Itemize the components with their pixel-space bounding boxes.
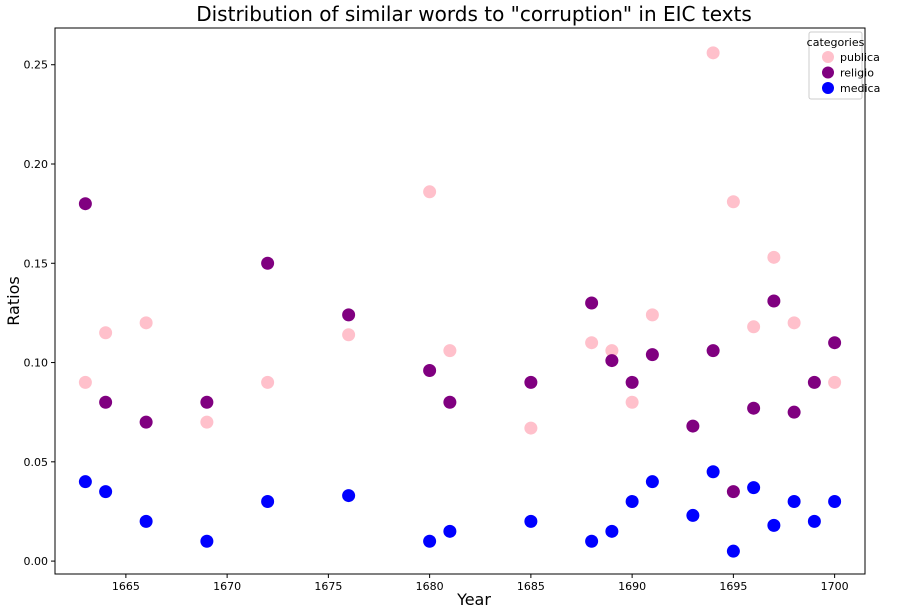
point-religio [807, 375, 821, 389]
point-medica [767, 518, 781, 532]
y-tick-label: 0.00 [24, 555, 49, 568]
point-publica [828, 375, 842, 389]
legend-marker-medica [822, 82, 834, 94]
y-tick-label: 0.10 [24, 357, 49, 370]
legend-label-publica: publica [840, 51, 880, 64]
point-publica [200, 415, 214, 429]
point-medica [625, 495, 639, 509]
point-medica [787, 495, 801, 509]
point-religio [139, 415, 153, 429]
legend-marker-religio [822, 66, 834, 79]
point-publica [605, 344, 619, 358]
plot-area [54, 27, 866, 575]
point-publica [423, 185, 437, 199]
point-medica [585, 534, 599, 548]
x-tick-label: 1680 [416, 580, 444, 593]
point-religio [726, 485, 740, 499]
legend-title: categories [807, 36, 865, 49]
chart-title: Distribution of similar words to "corrup… [196, 2, 752, 26]
point-medica [99, 485, 113, 499]
point-religio [423, 363, 437, 377]
x-tick-label: 1670 [213, 580, 241, 593]
point-medica [139, 514, 153, 528]
point-medica [342, 489, 356, 503]
point-religio [261, 256, 275, 270]
point-publica [342, 328, 356, 342]
legend-box [808, 31, 863, 100]
legend-marker-publica [822, 51, 834, 63]
point-publica [747, 320, 761, 334]
x-tick-label: 1675 [314, 580, 342, 593]
x-axis-ticks: 1665 1670 1675 1680 1685 1690 1695 1700 [112, 574, 849, 593]
point-medica [807, 514, 821, 528]
point-publica [261, 375, 275, 389]
point-religio [625, 375, 639, 389]
point-religio [99, 395, 113, 409]
x-tick-label: 1690 [618, 580, 646, 593]
x-tick-label: 1685 [517, 580, 545, 593]
y-axis-label: Ratios [4, 276, 23, 325]
point-publica [726, 195, 740, 209]
y-tick-label: 0.25 [24, 59, 49, 72]
point-medica [443, 524, 457, 538]
point-medica [423, 534, 437, 548]
point-religio [443, 395, 457, 409]
legend-label-religio: religio [840, 67, 874, 80]
point-medica [200, 534, 214, 548]
point-religio [645, 348, 659, 362]
y-axis-ticks: 0.00 0.05 0.10 0.15 0.20 0.25 [24, 59, 55, 568]
point-religio [686, 419, 700, 433]
point-religio [767, 294, 781, 308]
legend: categories publica religio medica [807, 31, 880, 100]
point-publica [99, 326, 113, 340]
point-publica [787, 316, 801, 330]
y-tick-label: 0.20 [24, 158, 49, 171]
y-tick-label: 0.15 [24, 257, 49, 270]
point-medica [78, 475, 92, 489]
point-publica [645, 308, 659, 322]
point-publica [585, 336, 599, 350]
point-publica [524, 421, 538, 435]
point-medica [706, 465, 720, 479]
point-publica [706, 46, 720, 60]
point-religio [605, 354, 619, 368]
point-religio [747, 401, 761, 415]
point-medica [726, 544, 740, 558]
point-publica [767, 250, 781, 264]
point-religio [585, 296, 599, 310]
x-tick-label: 1665 [112, 580, 140, 593]
point-religio [524, 375, 538, 389]
point-publica [625, 395, 639, 409]
legend-items: publica religio medica [822, 51, 880, 95]
point-religio [342, 308, 356, 322]
point-medica [747, 481, 761, 495]
point-religio [706, 344, 720, 358]
point-religio [200, 395, 214, 409]
point-religio [787, 405, 801, 419]
point-medica [645, 475, 659, 489]
point-publica [139, 316, 153, 330]
point-religio [78, 197, 92, 211]
point-medica [828, 495, 842, 509]
point-medica [524, 514, 538, 528]
point-publica [78, 375, 92, 389]
data-points [78, 46, 842, 558]
point-publica [443, 344, 457, 358]
x-tick-label: 1695 [719, 580, 747, 593]
x-axis-label: Year [456, 590, 491, 609]
y-tick-label: 0.05 [24, 456, 49, 469]
point-medica [605, 524, 619, 538]
point-medica [686, 508, 700, 522]
legend-label-medica: medica [840, 82, 880, 95]
point-medica [261, 495, 275, 509]
x-tick-label: 1700 [821, 580, 849, 593]
point-religio [828, 336, 842, 350]
